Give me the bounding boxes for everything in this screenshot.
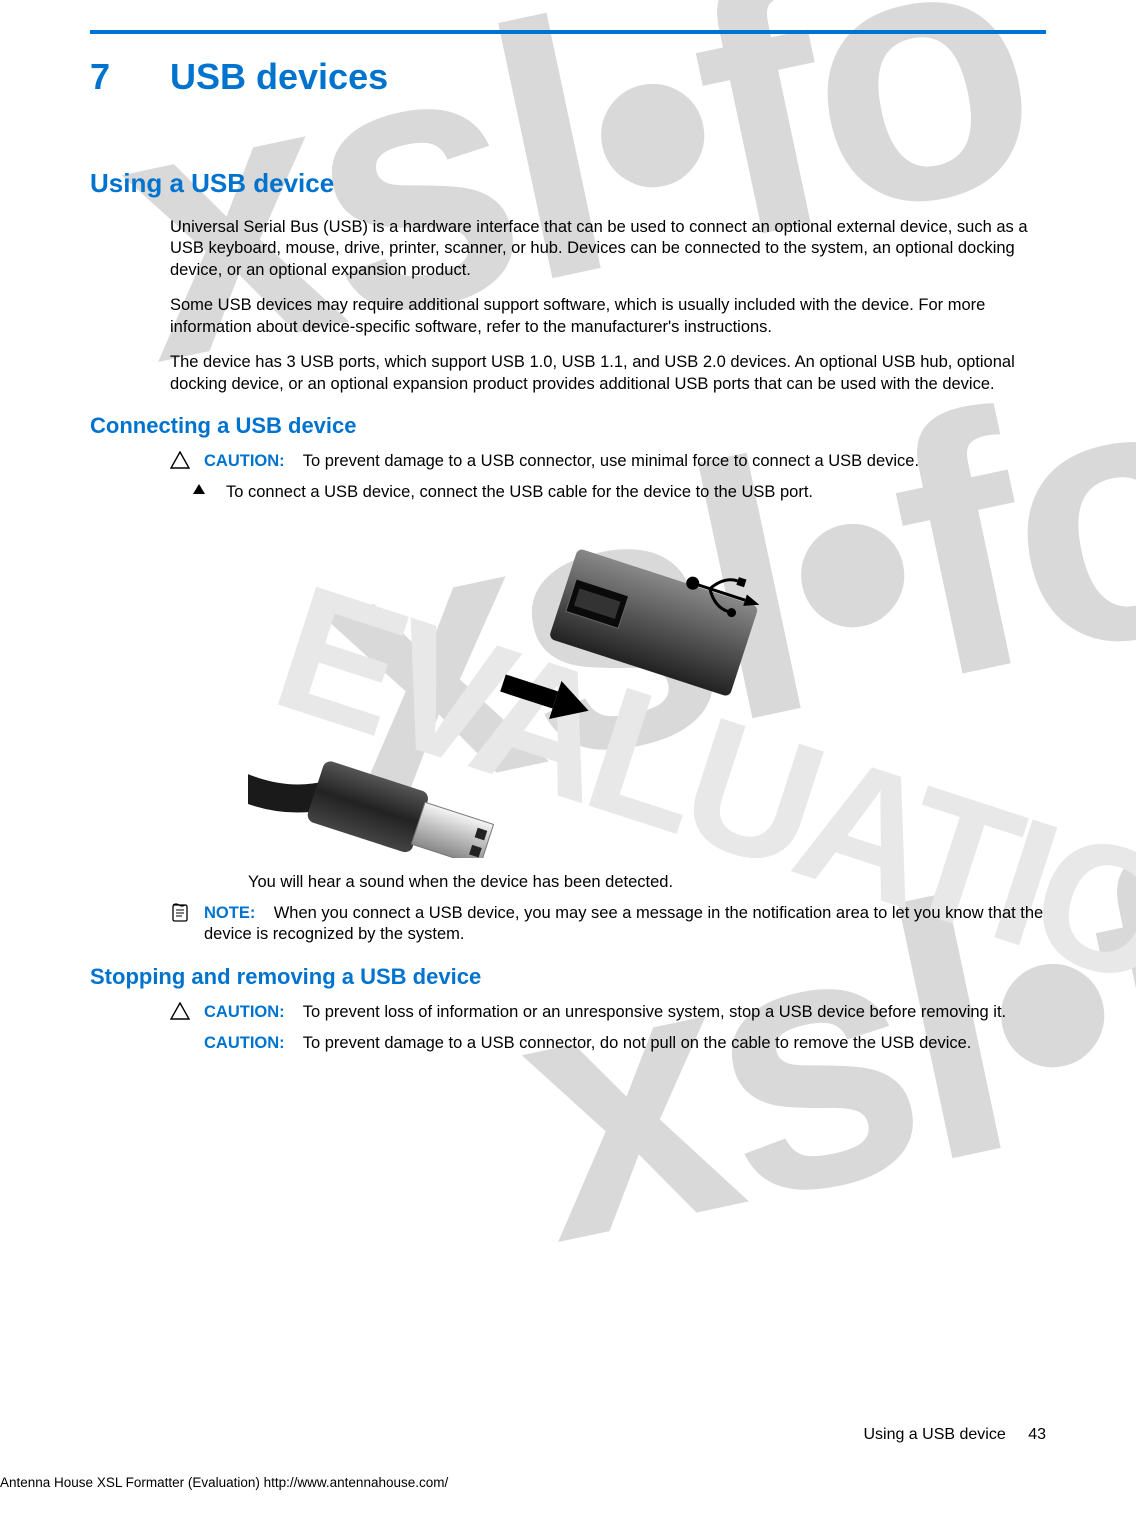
page-content: 7USB devices Using a USB device Universa… bbox=[0, 0, 1136, 1054]
caution-icon-3-placeholder bbox=[170, 1033, 204, 1054]
note-icon bbox=[170, 903, 204, 946]
step-text-1: To connect a USB device, connect the USB… bbox=[226, 482, 1046, 503]
section1-body: Universal Serial Bus (USB) is a hardware… bbox=[170, 217, 1046, 395]
chapter-number: 7 bbox=[90, 56, 170, 98]
page-number: 43 bbox=[1028, 1426, 1046, 1443]
note-body: NOTE: When you connect a USB device, you… bbox=[204, 903, 1046, 946]
section2-body: CAUTION: To prevent damage to a USB conn… bbox=[170, 451, 1046, 946]
caution-text-3: To prevent damage to a USB connector, do… bbox=[303, 1034, 972, 1052]
figure-usb-connect bbox=[248, 518, 808, 858]
step-row-1: To connect a USB device, connect the USB… bbox=[170, 482, 1046, 503]
note-row: NOTE: When you connect a USB device, you… bbox=[170, 903, 1046, 946]
caution-text-1: To prevent damage to a USB connector, us… bbox=[303, 452, 919, 470]
heading-stopping-removing: Stopping and removing a USB device bbox=[90, 964, 1046, 990]
caution-body-1: CAUTION: To prevent damage to a USB conn… bbox=[204, 451, 1046, 474]
footer-right: Using a USB device 43 bbox=[863, 1426, 1046, 1444]
para-intro-2: Some USB devices may require additional … bbox=[170, 295, 1046, 338]
after-figure-text: You will hear a sound when the device ha… bbox=[248, 872, 1046, 893]
caution-icon-2 bbox=[170, 1002, 204, 1025]
heading-using-usb-device: Using a USB device bbox=[90, 168, 1046, 199]
note-text: When you connect a USB device, you may s… bbox=[204, 904, 1043, 943]
section3-body: CAUTION: To prevent loss of information … bbox=[170, 1002, 1046, 1054]
caution-text-2: To prevent loss of information or an unr… bbox=[303, 1003, 1006, 1021]
caution-label-1: CAUTION: bbox=[204, 452, 285, 470]
bullet-icon bbox=[170, 482, 226, 503]
caution-body-2: CAUTION: To prevent loss of information … bbox=[204, 1002, 1046, 1025]
running-title: Using a USB device bbox=[863, 1426, 1005, 1443]
caution-row-1: CAUTION: To prevent damage to a USB conn… bbox=[170, 451, 1046, 474]
chapter-title-text: USB devices bbox=[170, 56, 388, 97]
para-intro-3: The device has 3 USB ports, which suppor… bbox=[170, 352, 1046, 395]
para-intro-1: Universal Serial Bus (USB) is a hardware… bbox=[170, 217, 1046, 281]
top-accent-bar bbox=[90, 30, 1046, 34]
caution-icon bbox=[170, 451, 204, 474]
caution-row-2: CAUTION: To prevent loss of information … bbox=[170, 1002, 1046, 1025]
heading-connecting-usb-device: Connecting a USB device bbox=[90, 413, 1046, 439]
caution-label-3: CAUTION: bbox=[204, 1034, 285, 1052]
note-label: NOTE: bbox=[204, 904, 255, 922]
caution-row-3: CAUTION: To prevent damage to a USB conn… bbox=[170, 1033, 1046, 1054]
caution-label-2: CAUTION: bbox=[204, 1003, 285, 1021]
footer-generator: Antenna House XSL Formatter (Evaluation)… bbox=[0, 1475, 448, 1490]
caution-body-3: CAUTION: To prevent damage to a USB conn… bbox=[204, 1033, 1046, 1054]
chapter-title: 7USB devices bbox=[90, 56, 1046, 98]
